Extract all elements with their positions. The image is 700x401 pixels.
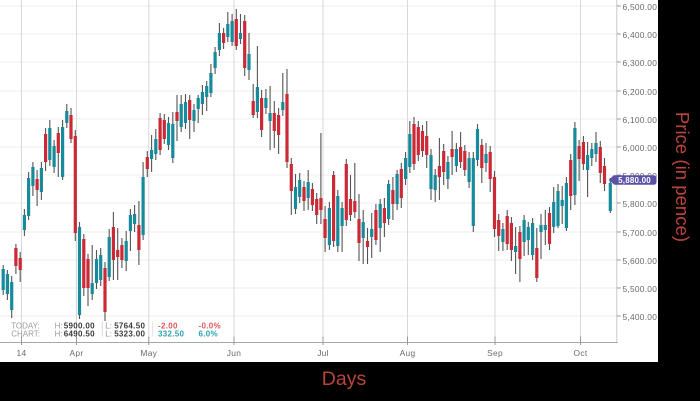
svg-text:Jul: Jul: [317, 348, 329, 358]
svg-text:Sep: Sep: [487, 348, 503, 358]
svg-text:-0.0%: -0.0%: [199, 321, 221, 330]
svg-text:Aug: Aug: [400, 348, 416, 358]
svg-text:5764.50: 5764.50: [114, 321, 145, 330]
svg-text:6,000.00: 6,000.00: [623, 143, 658, 153]
svg-text:-2.00: -2.00: [158, 321, 178, 330]
svg-text:332.50: 332.50: [158, 329, 185, 338]
svg-text:6490.50: 6490.50: [64, 329, 95, 338]
svg-text:L:: L:: [105, 329, 112, 338]
svg-text:Oct: Oct: [574, 348, 588, 358]
svg-text:6,100.00: 6,100.00: [623, 115, 658, 125]
svg-text:5,800.00: 5,800.00: [623, 199, 658, 209]
svg-text:H:: H:: [55, 329, 63, 338]
svg-text:6,500.00: 6,500.00: [623, 2, 658, 12]
svg-text:6,200.00: 6,200.00: [623, 87, 658, 97]
svg-text:Jun: Jun: [227, 348, 241, 358]
svg-text:5,700.00: 5,700.00: [623, 228, 658, 238]
svg-text:TODAY:: TODAY:: [11, 321, 40, 330]
svg-text:Apr: Apr: [70, 348, 84, 358]
svg-text:H:: H:: [55, 321, 63, 330]
svg-text:5900.00: 5900.00: [64, 321, 95, 330]
svg-text:CHART:: CHART:: [11, 329, 40, 338]
svg-text:5,600.00: 5,600.00: [623, 256, 658, 266]
svg-text:6.0%: 6.0%: [199, 329, 218, 338]
svg-text:6,300.00: 6,300.00: [623, 58, 658, 68]
svg-text:5,880.00: 5,880.00: [618, 176, 651, 185]
svg-text:5323.00: 5323.00: [114, 329, 145, 338]
svg-text:May: May: [140, 348, 157, 358]
svg-text:5,400.00: 5,400.00: [623, 312, 658, 322]
svg-text:5,500.00: 5,500.00: [623, 284, 658, 294]
svg-text:L:: L:: [105, 321, 112, 330]
svg-text:14: 14: [17, 348, 27, 358]
svg-text:6,400.00: 6,400.00: [623, 30, 658, 40]
